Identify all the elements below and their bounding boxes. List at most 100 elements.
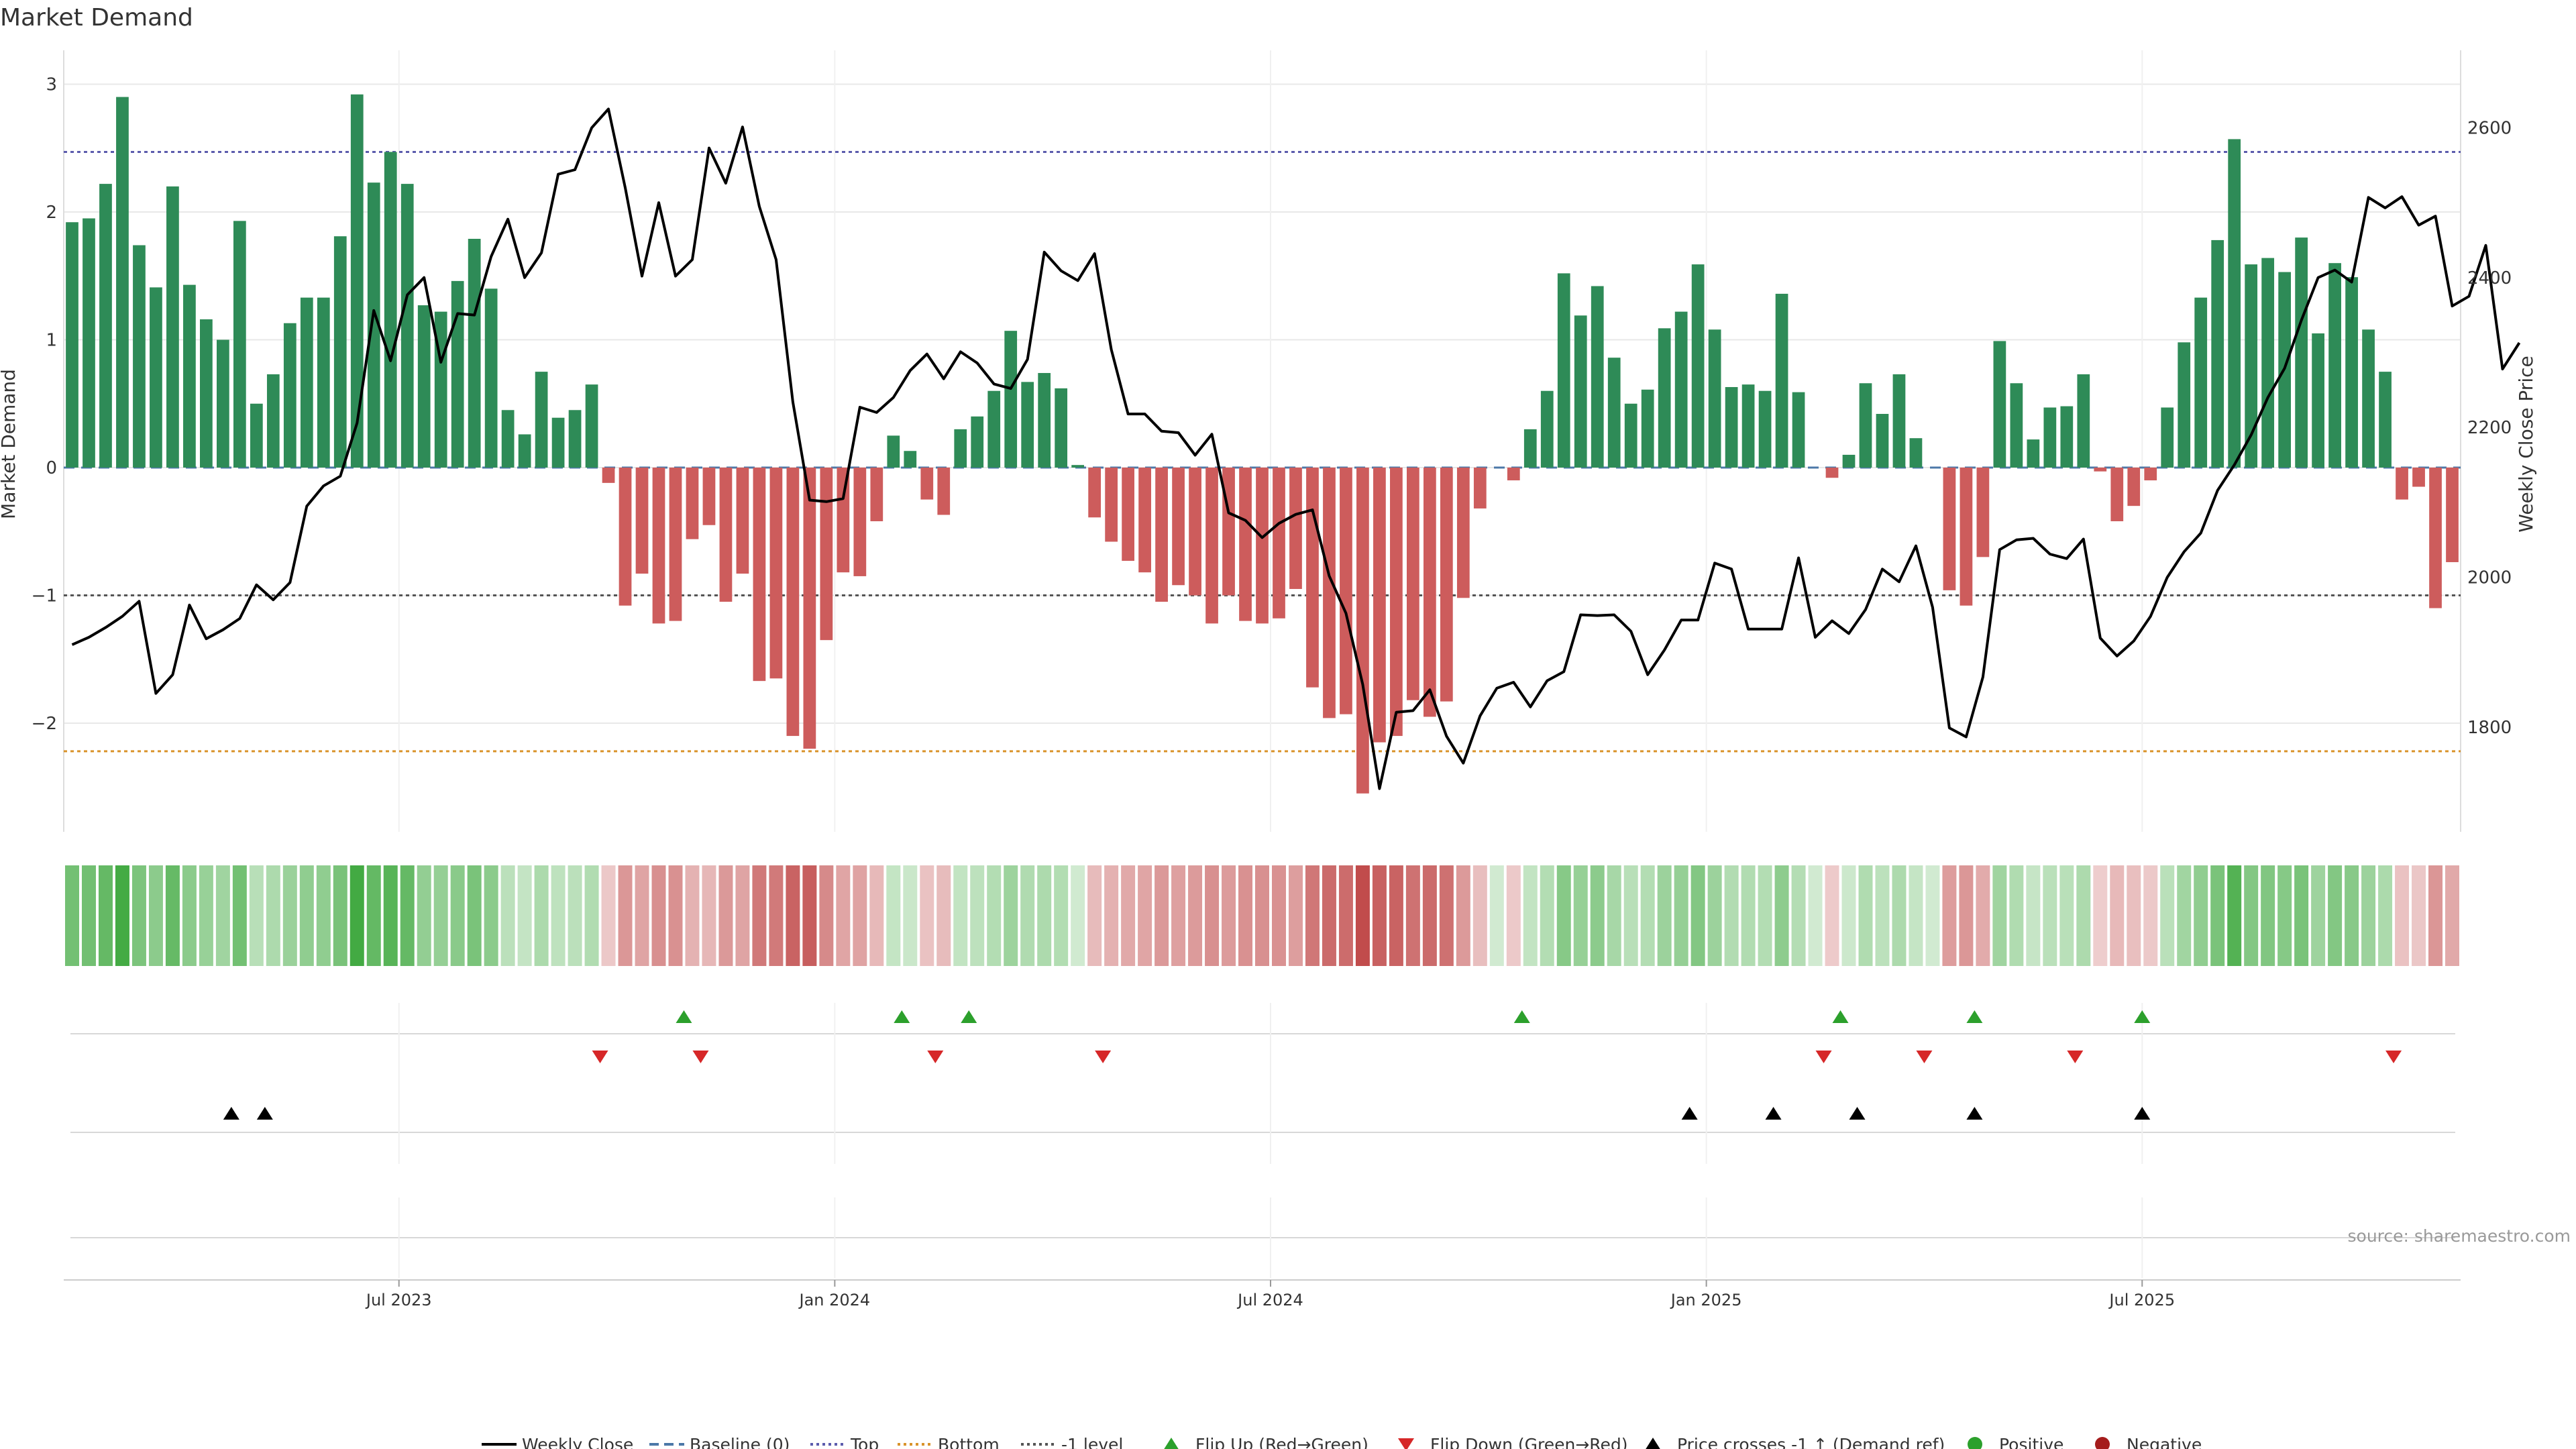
event-panels: [64, 1003, 2461, 1281]
demand-bar: [350, 94, 364, 468]
flip-down-marker: [592, 1051, 608, 1063]
strip-cell: [2177, 865, 2192, 966]
strip-cell: [299, 865, 314, 966]
legend-swatch: [1164, 1438, 1179, 1449]
demand-bar: [736, 468, 749, 574]
x-tick-label: Jul 2024: [1236, 1291, 1303, 1309]
strip-cell: [1573, 865, 1588, 966]
strip-cell: [2194, 865, 2208, 966]
strip-cell: [467, 865, 482, 966]
y-tick-label: 2: [46, 203, 57, 223]
demand-bar: [1993, 341, 2006, 468]
legend-label: Negative: [2127, 1435, 2202, 1449]
demand-bar: [266, 374, 280, 468]
strip-cell: [1439, 865, 1454, 966]
strip-cell: [1389, 865, 1403, 966]
strip-cell: [1087, 865, 1102, 966]
strip-cell: [886, 865, 901, 966]
strip-cell: [2210, 865, 2225, 966]
strip-cell: [1121, 865, 1136, 966]
demand-bar: [2295, 237, 2308, 468]
demand-bar: [1088, 468, 1102, 518]
strip-cell: [1188, 865, 1203, 966]
demand-bar: [753, 468, 766, 682]
strip-cell: [1506, 865, 1521, 966]
demand-bar: [1071, 465, 1085, 468]
strip-cell: [618, 865, 633, 966]
legend-label: Bottom: [938, 1435, 1000, 1449]
legend-label: -1 level: [1061, 1435, 1123, 1449]
strip-cell: [1322, 865, 1336, 966]
y-tick-label: 3: [46, 75, 57, 95]
flip-up-marker: [894, 1010, 910, 1023]
legend-swatch: [1398, 1438, 1414, 1449]
demand-bar: [2312, 333, 2324, 468]
strip-cell: [2110, 865, 2125, 966]
flip-down-marker: [1095, 1051, 1112, 1063]
demand-bar: [1356, 468, 1369, 794]
demand-bar: [1842, 454, 1856, 468]
strip-cell: [1071, 865, 1085, 966]
demand-bar: [183, 284, 196, 468]
strip-cell: [718, 865, 733, 966]
demand-bar: [1373, 468, 1386, 743]
strip-cell: [836, 865, 851, 966]
strip-cell: [199, 865, 213, 966]
demand-bar: [216, 339, 229, 468]
flip-up-marker: [1513, 1010, 1530, 1023]
demand-bar: [1658, 328, 1671, 468]
demand-bar: [1825, 468, 1839, 478]
strip-cell: [282, 865, 297, 966]
demand-bar: [468, 239, 481, 468]
demand-bar: [1725, 386, 1738, 468]
strip-cell: [115, 865, 129, 966]
strip-cell: [1472, 865, 1487, 966]
strip-cell: [98, 865, 113, 966]
strip-cell: [936, 865, 951, 966]
strip-cell: [1222, 865, 1236, 966]
demand-bar: [484, 288, 498, 468]
strip-cell: [1623, 865, 1638, 966]
demand-bar: [1758, 390, 1772, 468]
strip-cell: [333, 865, 347, 966]
strip-cell: [1791, 865, 1806, 966]
demand-bar: [1205, 468, 1218, 624]
y2-tick-label: 1800: [2467, 718, 2512, 738]
demand-bar: [2446, 468, 2459, 562]
strip-cell: [2160, 865, 2175, 966]
y-tick-label: −2: [32, 714, 57, 734]
strip-cell: [131, 865, 146, 966]
flip-up-marker: [1832, 1010, 1849, 1023]
strip-cell: [920, 865, 934, 966]
strip-cell: [1690, 865, 1705, 966]
flip-up-marker: [2134, 1010, 2151, 1023]
demand-bar: [367, 182, 380, 468]
y2-tick-label: 2200: [2467, 418, 2512, 438]
strip-cell: [1909, 865, 1923, 966]
x-tick-label: Jan 2024: [798, 1291, 871, 1309]
demand-bars: [66, 94, 2459, 794]
strip-cell: [2244, 865, 2259, 966]
demand-bar: [233, 221, 246, 468]
strip-cell: [869, 865, 884, 966]
x-tick-label: Jul 2025: [2108, 1291, 2175, 1309]
demand-bar: [2328, 263, 2341, 468]
demand-bar: [1340, 468, 1352, 714]
price-cross-marker: [1966, 1107, 1983, 1120]
demand-bar: [99, 184, 112, 468]
demand-bar: [283, 323, 297, 468]
x-tick-label: Jul 2023: [365, 1291, 432, 1309]
strip-cell: [584, 865, 599, 966]
strip-cell: [1205, 865, 1220, 966]
flip-down-marker: [927, 1051, 944, 1063]
demand-bar: [2429, 468, 2442, 608]
strip-cell: [1556, 865, 1571, 966]
y2-axis-label: Weekly Close Price: [2515, 356, 2537, 532]
strip-cell: [2361, 865, 2376, 966]
strip-cell: [1305, 865, 1320, 966]
strip-cell: [81, 865, 96, 966]
legend-label: Flip Down (Green→Red): [1430, 1435, 1628, 1449]
strip-cell: [1238, 865, 1253, 966]
demand-bar: [1523, 429, 1537, 468]
strip-cell: [1355, 865, 1370, 966]
